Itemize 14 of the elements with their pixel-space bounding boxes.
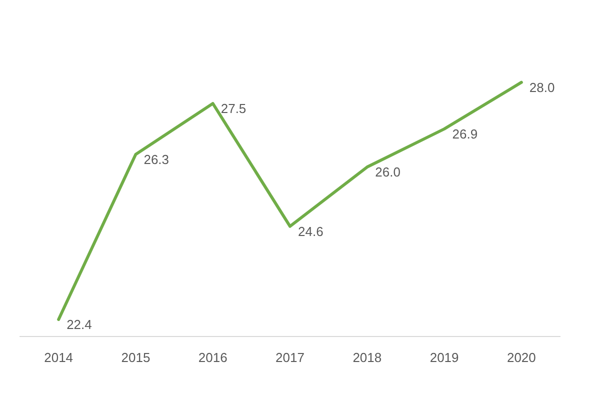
x-tick-label: 2020 [506,350,536,365]
data-label: 27.5 [220,101,246,116]
x-tick-label: 2019 [430,350,459,365]
x-tick-label: 2015 [121,350,150,365]
data-label: 26.0 [375,164,400,180]
data-label: 24.6 [298,224,324,239]
x-tick-label: 2014 [44,350,74,365]
data-label: 26.9 [452,126,478,142]
x-tick-label: 2017 [276,350,304,365]
data-label: 28.0 [529,80,555,95]
data-label: 22.4 [66,317,92,332]
data-label: 26.3 [144,152,170,167]
x-tick-label: 2018 [352,350,382,365]
x-tick-label: 2016 [198,350,228,365]
